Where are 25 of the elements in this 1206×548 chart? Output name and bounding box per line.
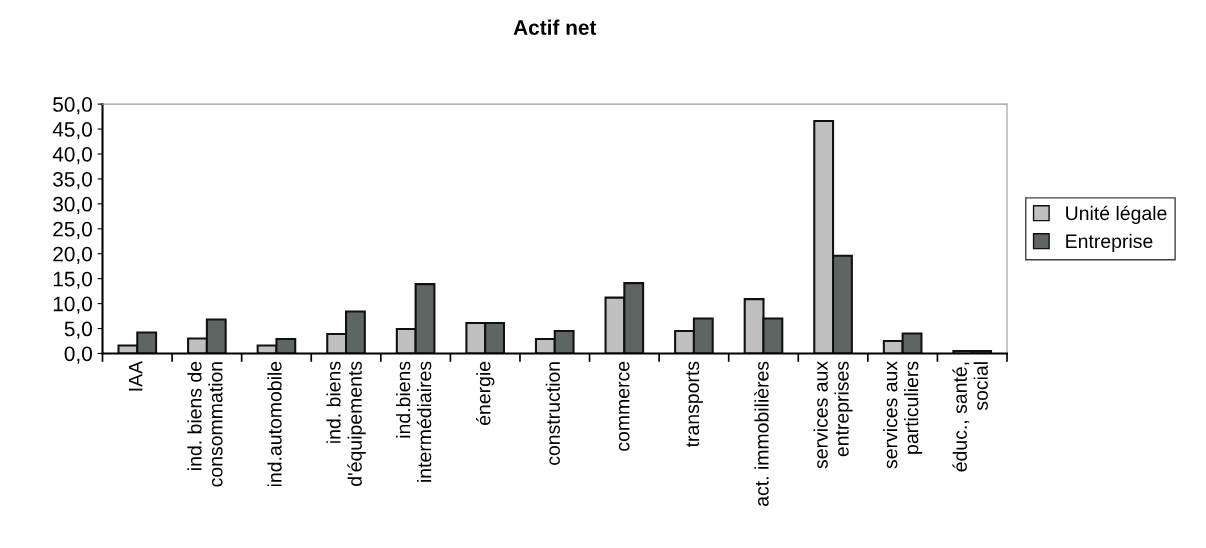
x-tick-label: énergie [476, 361, 495, 425]
x-tick-label: transports [686, 361, 703, 448]
x-tick-label: services aux particuliers [883, 361, 923, 469]
x-tick-label: ind. biens de consommation [187, 361, 223, 487]
y-tick-label: 45,0 [52, 122, 92, 140]
legend-label: Unité légale [1066, 205, 1167, 224]
y-tick-label: 10,0 [53, 296, 92, 314]
x-tick-label: commerce [618, 361, 630, 451]
chart-title: Actif net [513, 19, 597, 35]
x-tick-label: ind.automobile [267, 361, 282, 487]
x-tick-label: construction [545, 362, 560, 465]
x-tick-label: IAA [128, 360, 143, 391]
x-tick-label: act. immobilières [754, 361, 769, 506]
y-tick-label: 15,0 [53, 271, 92, 289]
y-tick-label: 30,0 [53, 196, 92, 215]
y-tick-label: 35,0 [53, 171, 92, 190]
y-tick-label: 40,0 [52, 146, 92, 165]
x-tick-label: ind. biens d'équipements [326, 361, 366, 486]
y-tick-label: 0,0 [64, 346, 92, 364]
y-tick-label: 25,0 [53, 221, 92, 239]
y-tick-label: 5,0 [64, 321, 92, 339]
x-tick-label: éduc., santé, social [952, 362, 988, 472]
y-tick-label: 50,0 [53, 97, 92, 115]
y-tick-label: 20,0 [53, 246, 92, 264]
legend-label: Entreprise [1066, 233, 1153, 252]
